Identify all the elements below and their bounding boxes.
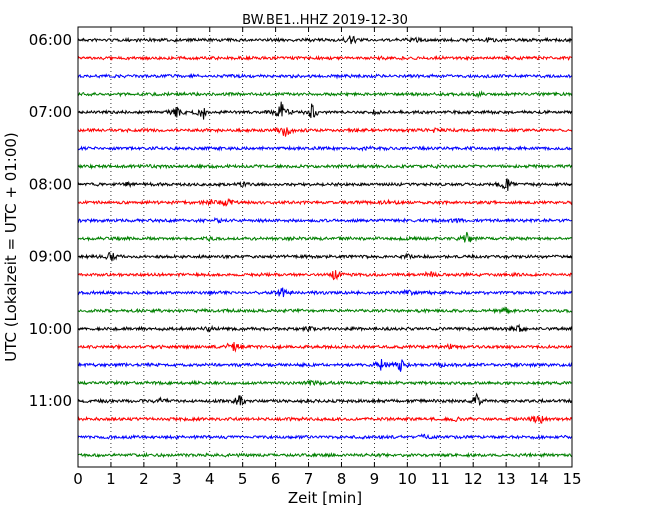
x-tick-label: 9 <box>370 470 380 488</box>
x-tick-label: 15 <box>562 470 581 488</box>
trace-row-1115 <box>77 415 573 424</box>
x-tick-label: 12 <box>464 470 483 488</box>
x-tick-label: 4 <box>205 470 215 488</box>
trace-row-0645 <box>77 90 573 99</box>
grid <box>110 27 540 467</box>
x-tick-label: 0 <box>73 470 83 488</box>
trace-row-1145 <box>77 451 573 459</box>
y-axis-label: UTC (Lokalzeit = UTC + 01:00) <box>2 132 20 362</box>
trace-row-0800 <box>77 178 573 192</box>
trace-row-0830 <box>77 217 573 224</box>
trace-row-1045 <box>77 379 573 387</box>
y-tick-label: 07:00 <box>29 103 72 121</box>
plot-frame <box>77 26 573 468</box>
y-tick-label: 06:00 <box>29 31 72 49</box>
trace-row-0815 <box>77 197 573 207</box>
y-tick-label: 09:00 <box>29 248 72 266</box>
x-axis-label: Zeit [min] <box>288 489 362 507</box>
trace-row-0600 <box>77 35 573 45</box>
x-tick-label: 6 <box>271 470 281 488</box>
x-tick-label: 7 <box>304 470 314 488</box>
trace-row-0715 <box>77 127 573 137</box>
x-tick-label: 8 <box>337 470 347 488</box>
trace-row-0745 <box>77 163 573 170</box>
x-tick-label: 11 <box>431 470 450 488</box>
x-axis-ticks: 0 1 2 3 4 5 6 7 8 9 10 11 12 13 14 15 <box>73 27 582 488</box>
trace-row-0900 <box>77 251 573 262</box>
trace-row-0915 <box>77 270 573 281</box>
traces <box>77 35 573 459</box>
trace-row-0730 <box>77 144 573 152</box>
x-tick-label: 14 <box>530 470 549 488</box>
trace-row-0930 <box>77 287 573 298</box>
x-tick-label: 3 <box>172 470 182 488</box>
trace-row-0630 <box>77 72 573 80</box>
y-tick-label: 08:00 <box>29 175 72 193</box>
x-tick-label: 5 <box>238 470 248 488</box>
x-tick-label: 1 <box>106 470 116 488</box>
trace-row-0945 <box>77 306 573 315</box>
y-tick-label: 11:00 <box>29 392 72 410</box>
x-tick-label: 13 <box>497 470 516 488</box>
x-tick-label: 10 <box>398 470 417 488</box>
y-axis-ticks: 06:00 07:00 08:00 09:00 10:00 11:00 <box>29 31 572 410</box>
x-tick-label: 2 <box>139 470 149 488</box>
chart-title: BW.BE1..HHZ 2019-12-30 <box>242 13 408 28</box>
trace-row-0700 <box>77 101 573 120</box>
trace-row-1030 <box>77 358 573 372</box>
y-tick-label: 10:00 <box>29 320 72 338</box>
trace-row-0615 <box>77 54 573 62</box>
trace-row-1100 <box>77 392 573 407</box>
trace-row-1015 <box>77 342 573 353</box>
trace-row-0845 <box>77 231 573 243</box>
trace-row-1130 <box>77 433 573 441</box>
trace-row-1000 <box>77 323 573 333</box>
